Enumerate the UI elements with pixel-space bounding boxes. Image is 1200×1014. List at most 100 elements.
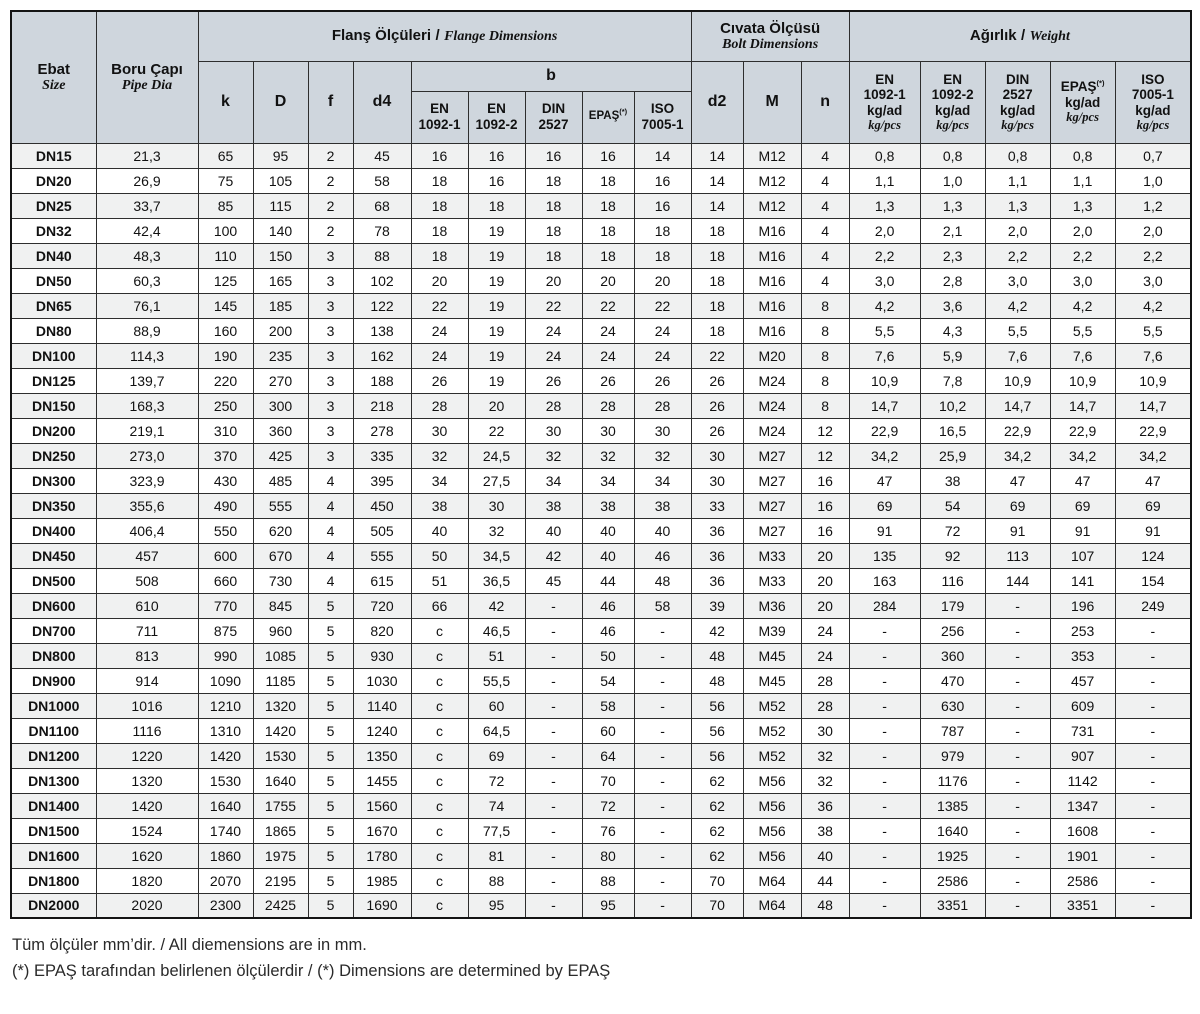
value-cell: - (848, 817, 921, 844)
value-cell: - (848, 867, 921, 894)
value-cell: - (1114, 742, 1192, 769)
value-cell: 32 (581, 442, 635, 469)
separator: / (1021, 27, 1026, 45)
value-cell: 46,5 (467, 617, 526, 644)
value-cell: 19 (467, 217, 526, 244)
value-cell: 100 (197, 217, 254, 244)
size-cell: DN400 (10, 517, 97, 544)
value-cell: 3,0 (984, 267, 1051, 294)
value-cell: c (410, 817, 469, 844)
value-cell: 2425 (252, 892, 309, 919)
value-cell: 5,5 (984, 317, 1051, 344)
col-header-k: k (197, 60, 254, 144)
value-cell: 2,0 (984, 217, 1051, 244)
value-cell: 5 (307, 842, 354, 869)
value-cell: 5 (307, 867, 354, 894)
b-std-line1: DIN (541, 101, 566, 117)
b-std-line2: 1092-2 (475, 117, 518, 132)
value-cell: 5 (307, 617, 354, 644)
value-cell: 1560 (352, 792, 412, 819)
value-cell: 74 (467, 792, 526, 819)
value-cell: 36 (690, 567, 744, 594)
value-cell: 670 (252, 542, 309, 569)
value-cell: - (848, 717, 921, 744)
value-cell: 0,8 (848, 142, 921, 169)
value-cell: 66 (410, 592, 469, 619)
value-cell: 7,6 (848, 342, 921, 369)
value-cell: 26 (524, 367, 583, 394)
table-row: DN400 406,4 550 620 4 505 40 32 40 40 40 36 M27 16 91 7… (10, 517, 1192, 544)
value-cell: 2195 (252, 867, 309, 894)
value-cell: 34 (410, 467, 469, 494)
table-row: DN1100 1116 1310 1420 5 1240 c 64,5-60-56 M52 30-… (10, 717, 1192, 744)
size-cell: DN250 (10, 442, 97, 469)
value-cell: 8 (800, 317, 850, 344)
value-cell: 81 (467, 842, 526, 869)
value-cell: 7,8 (919, 367, 986, 394)
value-cell: 26 (690, 367, 744, 394)
value-cell: 550 (197, 517, 254, 544)
b-std-line2: 1092-1 (418, 117, 461, 132)
value-cell: 69 (467, 742, 526, 769)
table-row: DN250 273,0 370 425 3 335 32 24,5 32 32 32 30 M27 12 3… (10, 442, 1192, 469)
value-cell: 60,3 (95, 267, 199, 294)
size-cell: DN1300 (10, 767, 97, 794)
value-cell: - (984, 792, 1051, 819)
value-cell: 30 (524, 417, 583, 444)
value-cell: 16 (800, 467, 850, 494)
value-cell: 55,5 (467, 667, 526, 694)
value-cell: - (984, 867, 1051, 894)
col-header-b-en1092-1: EN 1092-1 (410, 90, 469, 144)
size-cell: DN1800 (10, 867, 97, 894)
value-cell: - (848, 892, 921, 919)
col-header-b-epas: EPAŞ(*) (581, 90, 635, 144)
value-cell: - (633, 692, 692, 719)
value-cell: 4 (800, 192, 850, 219)
value-cell: - (984, 642, 1051, 669)
value-cell: 18 (410, 242, 469, 269)
value-cell: - (1114, 892, 1192, 919)
value-cell: M27 (742, 467, 802, 494)
value-cell: 1140 (352, 692, 412, 719)
value-cell: 3 (307, 367, 354, 394)
size-cell: DN25 (10, 192, 97, 219)
value-cell: 395 (352, 467, 412, 494)
value-cell: 1347 (1049, 792, 1116, 819)
value-cell: 235 (252, 342, 309, 369)
value-cell: 787 (919, 717, 986, 744)
value-cell: 95 (467, 892, 526, 919)
value-cell: 2,2 (984, 242, 1051, 269)
value-cell: 1,1 (984, 167, 1051, 194)
value-cell: 1780 (352, 842, 412, 869)
value-cell: 5,5 (1049, 317, 1116, 344)
value-cell: 10,2 (919, 392, 986, 419)
value-cell: 1,3 (984, 192, 1051, 219)
value-cell: 2,3 (919, 242, 986, 269)
value-cell: 26,9 (95, 167, 199, 194)
value-cell: 144 (984, 567, 1051, 594)
value-cell: 1350 (352, 742, 412, 769)
table-row: DN125 139,7 220 270 3 188 26 19 26 26 26 26 M24 8 10,9… (10, 367, 1192, 394)
value-cell: 8 (800, 292, 850, 319)
value-cell: 54 (919, 492, 986, 519)
value-cell: - (984, 617, 1051, 644)
value-cell: 1620 (95, 842, 199, 869)
value-cell: - (524, 667, 583, 694)
value-cell: 196 (1049, 592, 1116, 619)
value-cell: 32 (800, 742, 850, 769)
value-cell: 5 (307, 767, 354, 794)
size-cell: DN32 (10, 217, 97, 244)
value-cell: 24 (633, 317, 692, 344)
value-cell: 18 (467, 192, 526, 219)
value-cell: 990 (197, 642, 254, 669)
value-cell: 5 (307, 817, 354, 844)
value-cell: 91 (848, 517, 921, 544)
value-cell: 1640 (919, 817, 986, 844)
value-cell: 60 (467, 692, 526, 719)
value-cell: 335 (352, 442, 412, 469)
value-cell: 91 (984, 517, 1051, 544)
value-cell: 4 (307, 517, 354, 544)
value-cell: 284 (848, 592, 921, 619)
value-cell: 18 (524, 167, 583, 194)
value-cell: - (1114, 842, 1192, 869)
